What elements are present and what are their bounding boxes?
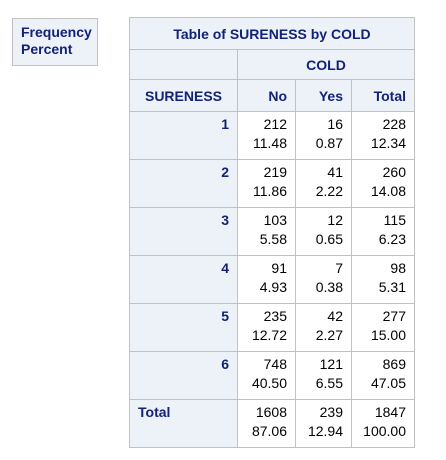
table-cell: 91 4.93 bbox=[237, 255, 296, 304]
percent-value: 14.08 bbox=[370, 183, 406, 199]
table-cell: 98 5.31 bbox=[351, 255, 415, 304]
frequency-value: 103 bbox=[263, 212, 287, 228]
total-row: Total 1608 87.06 239 12.94 1847 100.00 bbox=[129, 399, 415, 448]
row-header: 4 bbox=[129, 255, 238, 304]
frequency-value: 41 bbox=[327, 164, 343, 180]
table-cell: 41 2.22 bbox=[295, 159, 352, 208]
row-header: 3 bbox=[129, 207, 238, 256]
table-cell: 1608 87.06 bbox=[237, 399, 296, 448]
corner-cell bbox=[129, 49, 238, 80]
table-cell: 12 0.65 bbox=[295, 207, 352, 256]
percent-value: 6.55 bbox=[315, 375, 343, 391]
percent-value: 47.05 bbox=[370, 375, 406, 391]
percent-value: 0.87 bbox=[315, 135, 343, 151]
frequency-value: 277 bbox=[382, 308, 406, 324]
frequency-value: 98 bbox=[390, 260, 406, 276]
percent-value: 12.72 bbox=[251, 327, 287, 343]
table-cell: 228 12.34 bbox=[351, 111, 415, 160]
table-cell: 260 14.08 bbox=[351, 159, 415, 208]
table-cell: 235 12.72 bbox=[237, 303, 296, 352]
frequency-value: 1847 bbox=[374, 404, 406, 420]
percent-value: 12.34 bbox=[370, 135, 406, 151]
percent-value: 11.48 bbox=[253, 135, 287, 151]
column-header-yes: Yes bbox=[295, 79, 352, 112]
table-row: 6 748 40.50 121 6.55 869 47.05 bbox=[129, 351, 415, 400]
table-cell: 212 11.48 bbox=[237, 111, 296, 160]
row-variable-header: SURENESS bbox=[129, 79, 238, 112]
percent-value: 0.65 bbox=[315, 231, 343, 247]
frequency-value: 748 bbox=[263, 356, 287, 372]
table-cell: 121 6.55 bbox=[295, 351, 352, 400]
table-cell: 42 2.27 bbox=[295, 303, 352, 352]
frequency-value: 121 bbox=[319, 356, 343, 372]
table-title: Table of SURENESS by COLD bbox=[129, 17, 415, 50]
table-cell: 1847 100.00 bbox=[351, 399, 415, 448]
frequency-value: 16 bbox=[327, 116, 343, 132]
frequency-value: 260 bbox=[382, 164, 406, 180]
frequency-value: 219 bbox=[263, 164, 287, 180]
column-header-no: No bbox=[237, 79, 296, 112]
table-row: 5 235 12.72 42 2.27 277 15.00 bbox=[129, 303, 415, 352]
row-header: 6 bbox=[129, 351, 238, 400]
row-header-total: Total bbox=[129, 399, 238, 448]
table-cell: 103 5.58 bbox=[237, 207, 296, 256]
frequency-value: 235 bbox=[263, 308, 287, 324]
table-cell: 239 12.94 bbox=[295, 399, 352, 448]
frequency-value: 239 bbox=[319, 404, 343, 420]
percent-value: 40.50 bbox=[251, 375, 287, 391]
row-header: 1 bbox=[129, 111, 238, 160]
table-cell: 869 47.05 bbox=[351, 351, 415, 400]
frequency-value: 1608 bbox=[255, 404, 287, 420]
percent-value: 5.58 bbox=[259, 231, 287, 247]
frequency-value: 42 bbox=[327, 308, 343, 324]
table-cell: 7 0.38 bbox=[295, 255, 352, 304]
table-row: 3 103 5.58 12 0.65 115 6.23 bbox=[129, 207, 415, 256]
frequency-value: 228 bbox=[382, 116, 406, 132]
percent-value: 6.23 bbox=[378, 231, 406, 247]
percent-value: 12.94 bbox=[307, 423, 343, 439]
percent-value: 11.86 bbox=[253, 183, 287, 199]
table-cell: 748 40.50 bbox=[237, 351, 296, 400]
column-group-header: COLD bbox=[237, 49, 415, 80]
frequency-value: 212 bbox=[263, 116, 287, 132]
table-cell: 277 15.00 bbox=[351, 303, 415, 352]
frequency-value: 12 bbox=[327, 212, 343, 228]
table-cell: 115 6.23 bbox=[351, 207, 415, 256]
table-cell: 219 11.86 bbox=[237, 159, 296, 208]
percent-value: 0.38 bbox=[315, 279, 343, 295]
table-row: 2 219 11.86 41 2.22 260 14.08 bbox=[129, 159, 415, 208]
percent-value: 4.93 bbox=[259, 279, 287, 295]
frequency-value: 115 bbox=[383, 212, 406, 228]
percent-value: 15.00 bbox=[370, 327, 406, 343]
percent-value: 2.22 bbox=[315, 183, 343, 199]
frequency-value: 869 bbox=[382, 356, 406, 372]
frequency-value: 7 bbox=[335, 260, 343, 276]
table-cell: 16 0.87 bbox=[295, 111, 352, 160]
cell-content-legend: Frequency Percent bbox=[12, 18, 98, 66]
column-header-total: Total bbox=[351, 79, 415, 112]
table-row: 4 91 4.93 7 0.38 98 5.31 bbox=[129, 255, 415, 304]
legend-percent: Percent bbox=[21, 41, 73, 57]
percent-value: 2.27 bbox=[315, 327, 343, 343]
row-header: 2 bbox=[129, 159, 238, 208]
legend-frequency: Frequency bbox=[21, 24, 92, 40]
crosstab-table: Table of SURENESS by COLD COLD SURENESS … bbox=[129, 17, 415, 448]
frequency-value: 91 bbox=[271, 260, 287, 276]
table-row: 1 212 11.48 16 0.87 228 12.34 bbox=[129, 111, 415, 160]
row-header: 5 bbox=[129, 303, 238, 352]
percent-value: 87.06 bbox=[251, 423, 287, 439]
percent-value: 5.31 bbox=[378, 279, 406, 295]
percent-value: 100.00 bbox=[363, 423, 406, 439]
